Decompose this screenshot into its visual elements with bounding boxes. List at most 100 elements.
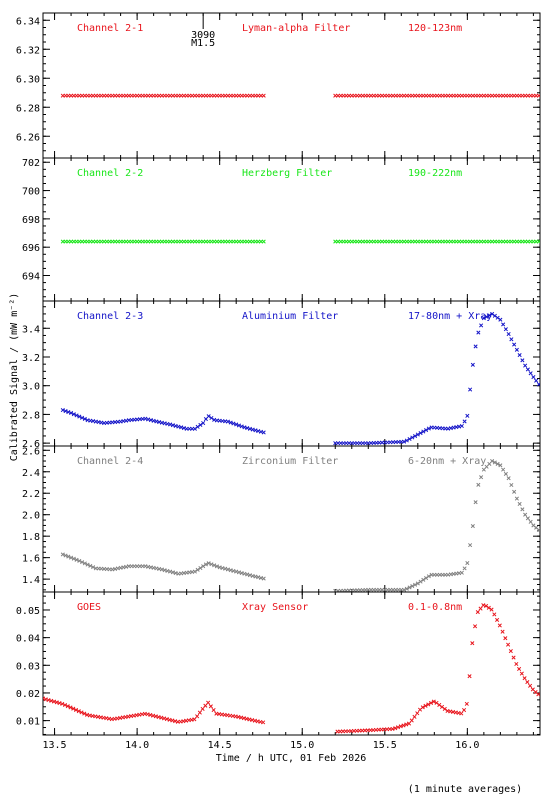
data-point xyxy=(261,576,266,581)
data-point xyxy=(413,433,418,439)
data-point xyxy=(509,337,514,342)
data-point xyxy=(487,313,492,318)
data-point xyxy=(71,412,76,417)
data-point xyxy=(509,482,514,488)
data-point xyxy=(415,711,420,716)
data-point xyxy=(478,606,483,611)
data-point xyxy=(467,674,472,679)
data-point xyxy=(43,697,48,702)
data-point xyxy=(464,701,469,706)
data-point xyxy=(490,311,495,316)
data-point xyxy=(423,703,428,708)
data-point xyxy=(63,553,68,558)
data-point xyxy=(409,718,414,723)
data-point xyxy=(148,418,153,423)
data-point xyxy=(470,523,475,529)
data-point xyxy=(503,636,508,641)
data-point xyxy=(395,725,401,730)
data-point xyxy=(522,676,527,681)
data-point xyxy=(77,558,82,563)
data-point xyxy=(404,722,409,727)
data-point xyxy=(173,719,178,724)
data-point xyxy=(79,710,84,715)
data-point xyxy=(486,605,491,610)
data-point xyxy=(225,419,230,424)
data-point xyxy=(473,500,478,505)
data-point xyxy=(528,683,533,688)
event-marker: 3090 M1.5 xyxy=(191,13,215,49)
data-point xyxy=(203,562,208,567)
data-point xyxy=(437,702,442,707)
data-point xyxy=(151,713,156,718)
data-point xyxy=(418,430,423,436)
panel-title: Channel 2-3 xyxy=(77,311,143,322)
data-point xyxy=(88,563,93,568)
data-point xyxy=(57,701,62,706)
data-point xyxy=(143,416,148,421)
y-tick-label: 0.04 xyxy=(16,634,40,645)
data-point xyxy=(74,413,79,418)
y-tick-label: 702 xyxy=(22,158,40,169)
y-tick-label: 0.02 xyxy=(16,689,40,700)
data-point xyxy=(481,316,486,321)
data-point xyxy=(424,427,429,433)
data-point xyxy=(247,426,252,431)
y-tick-label: 696 xyxy=(22,243,40,254)
data-point xyxy=(250,427,255,432)
data-point xyxy=(520,358,525,363)
y-tick-label: 1.4 xyxy=(22,575,40,586)
data-point xyxy=(242,571,247,576)
data-point xyxy=(426,574,431,579)
data-point xyxy=(168,569,173,574)
y-tick-label: 6.34 xyxy=(16,16,40,27)
data-point xyxy=(465,560,470,566)
data-point xyxy=(220,565,225,571)
panel-title: Channel 2-4 xyxy=(77,456,143,467)
y-tick-label: 0.01 xyxy=(16,717,40,728)
data-point xyxy=(506,642,511,647)
data-point xyxy=(398,724,403,729)
data-point xyxy=(489,607,494,612)
data-point xyxy=(46,697,51,703)
data-point xyxy=(168,422,173,427)
data-point xyxy=(198,422,203,427)
data-point xyxy=(65,704,70,709)
data-point xyxy=(82,711,87,716)
data-point xyxy=(261,239,266,244)
data-point xyxy=(501,467,506,472)
panel-band: 17-80nm + Xray xyxy=(408,311,492,322)
panel-frame xyxy=(42,445,541,593)
data-point xyxy=(512,342,517,347)
data-point xyxy=(60,408,65,413)
data-point xyxy=(404,586,409,591)
data-point xyxy=(536,692,540,697)
data-point xyxy=(402,439,407,444)
data-point xyxy=(470,362,475,367)
data-point xyxy=(167,717,172,722)
data-point xyxy=(69,410,74,416)
data-point xyxy=(402,587,407,592)
data-point xyxy=(209,562,214,567)
x-tick-label: 14.5 xyxy=(208,740,232,751)
data-point xyxy=(498,463,503,468)
data-point xyxy=(200,706,205,711)
data-point xyxy=(523,512,528,517)
panel-filter: Zirconium Filter xyxy=(242,456,338,467)
data-point xyxy=(519,671,524,676)
data-point xyxy=(80,560,85,565)
y-tick-label: 0.03 xyxy=(16,661,40,672)
data-point xyxy=(69,555,74,560)
y-tick-label: 6.32 xyxy=(16,45,40,56)
panel-filter: Herzberg Filter xyxy=(242,168,332,179)
data-point xyxy=(203,703,208,708)
data-point xyxy=(413,582,418,587)
data-point xyxy=(201,564,206,569)
data-point xyxy=(410,584,415,589)
data-point xyxy=(85,562,90,567)
x-tick-label: 13.5 xyxy=(43,740,67,751)
data-point xyxy=(406,721,412,726)
data-point xyxy=(236,423,241,428)
data-point xyxy=(434,700,439,705)
x-axis-label: Time / h UTC, 01 Feb 2026 xyxy=(216,753,367,764)
